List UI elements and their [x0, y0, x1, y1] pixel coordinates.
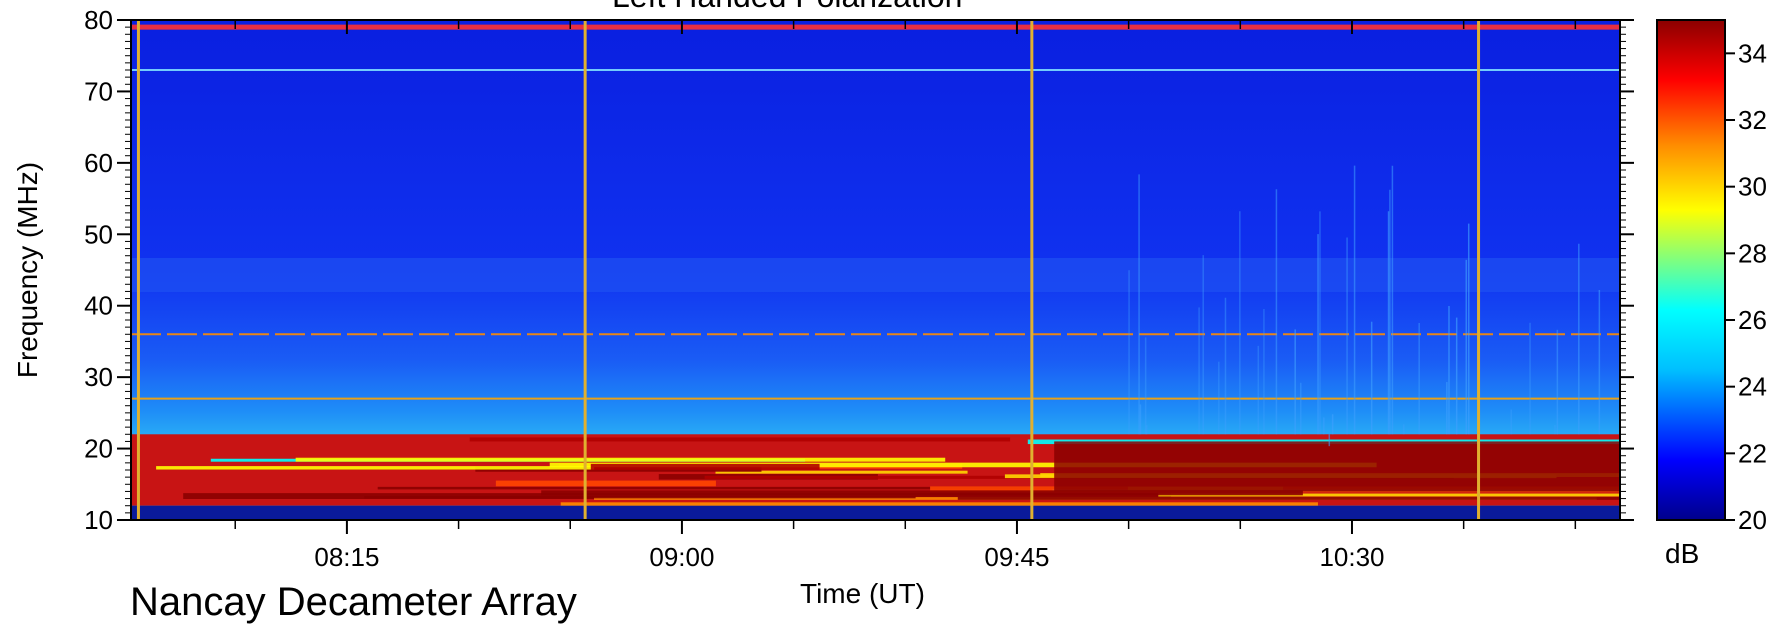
band-stripe	[364, 495, 916, 499]
x-tick-label: 09:45	[984, 542, 1049, 572]
band-stripe	[495, 480, 716, 487]
band-stripe	[469, 437, 1011, 442]
band-stripe	[377, 486, 1191, 490]
colorbar-tick-label: 20	[1738, 505, 1767, 535]
band-stripe	[1158, 493, 1620, 497]
band-stripe	[549, 462, 1377, 468]
x-axis-label: Time (UT)	[800, 578, 925, 609]
spectrogram-heatmap	[131, 20, 1620, 520]
colorbar	[1656, 19, 1726, 521]
colorbar-tick-label: 28	[1738, 238, 1767, 268]
x-tick-label: 10:30	[1319, 542, 1384, 572]
strong-emission-core	[1054, 441, 1620, 492]
colorbar-axis: 20 22 24 26 28 30 32 34	[1725, 38, 1767, 535]
colorbar-tick-label: 30	[1738, 172, 1767, 202]
y-tick-label: 70	[84, 76, 113, 106]
colorbar-tick-label: 34	[1738, 38, 1767, 68]
y-tick-label: 50	[84, 219, 113, 249]
y-tick-label: 20	[84, 434, 113, 464]
y-tick-label: 60	[84, 148, 113, 178]
band-stripe	[541, 490, 1303, 496]
band-stripe	[156, 466, 595, 470]
y-tick-label: 40	[84, 291, 113, 321]
y-tick-label: 80	[84, 5, 113, 35]
band-stripe	[560, 502, 1318, 507]
x-tick-label: 08:15	[314, 542, 379, 572]
band-stripe	[295, 457, 946, 462]
colorbar-tick-label: 32	[1738, 105, 1767, 135]
y-axis-label: Frequency (MHz)	[12, 161, 43, 379]
x-tick-label: 09:00	[649, 542, 714, 572]
colorbar-tick-label: 24	[1738, 372, 1767, 402]
low-cutoff-strip	[131, 505, 1620, 520]
y-axis: 10 20 30 40 50 60 70 80	[84, 5, 1634, 535]
x-axis: 08:15 09:00 09:45 10:30	[234, 20, 1577, 572]
band-stripe	[590, 463, 820, 470]
band-stripe	[957, 496, 1620, 500]
colorbar-unit-label: dB	[1665, 538, 1700, 569]
y-tick-label: 10	[84, 505, 113, 535]
y-tick-label: 30	[84, 362, 113, 392]
observatory-label: Nancay Decameter Array	[130, 580, 577, 624]
colorbar-tick-label: 26	[1738, 305, 1767, 335]
band-stripe	[715, 470, 968, 474]
colorbar-tick-label: 22	[1738, 438, 1767, 468]
chart-title: Left Handed Polarization	[612, 0, 962, 15]
